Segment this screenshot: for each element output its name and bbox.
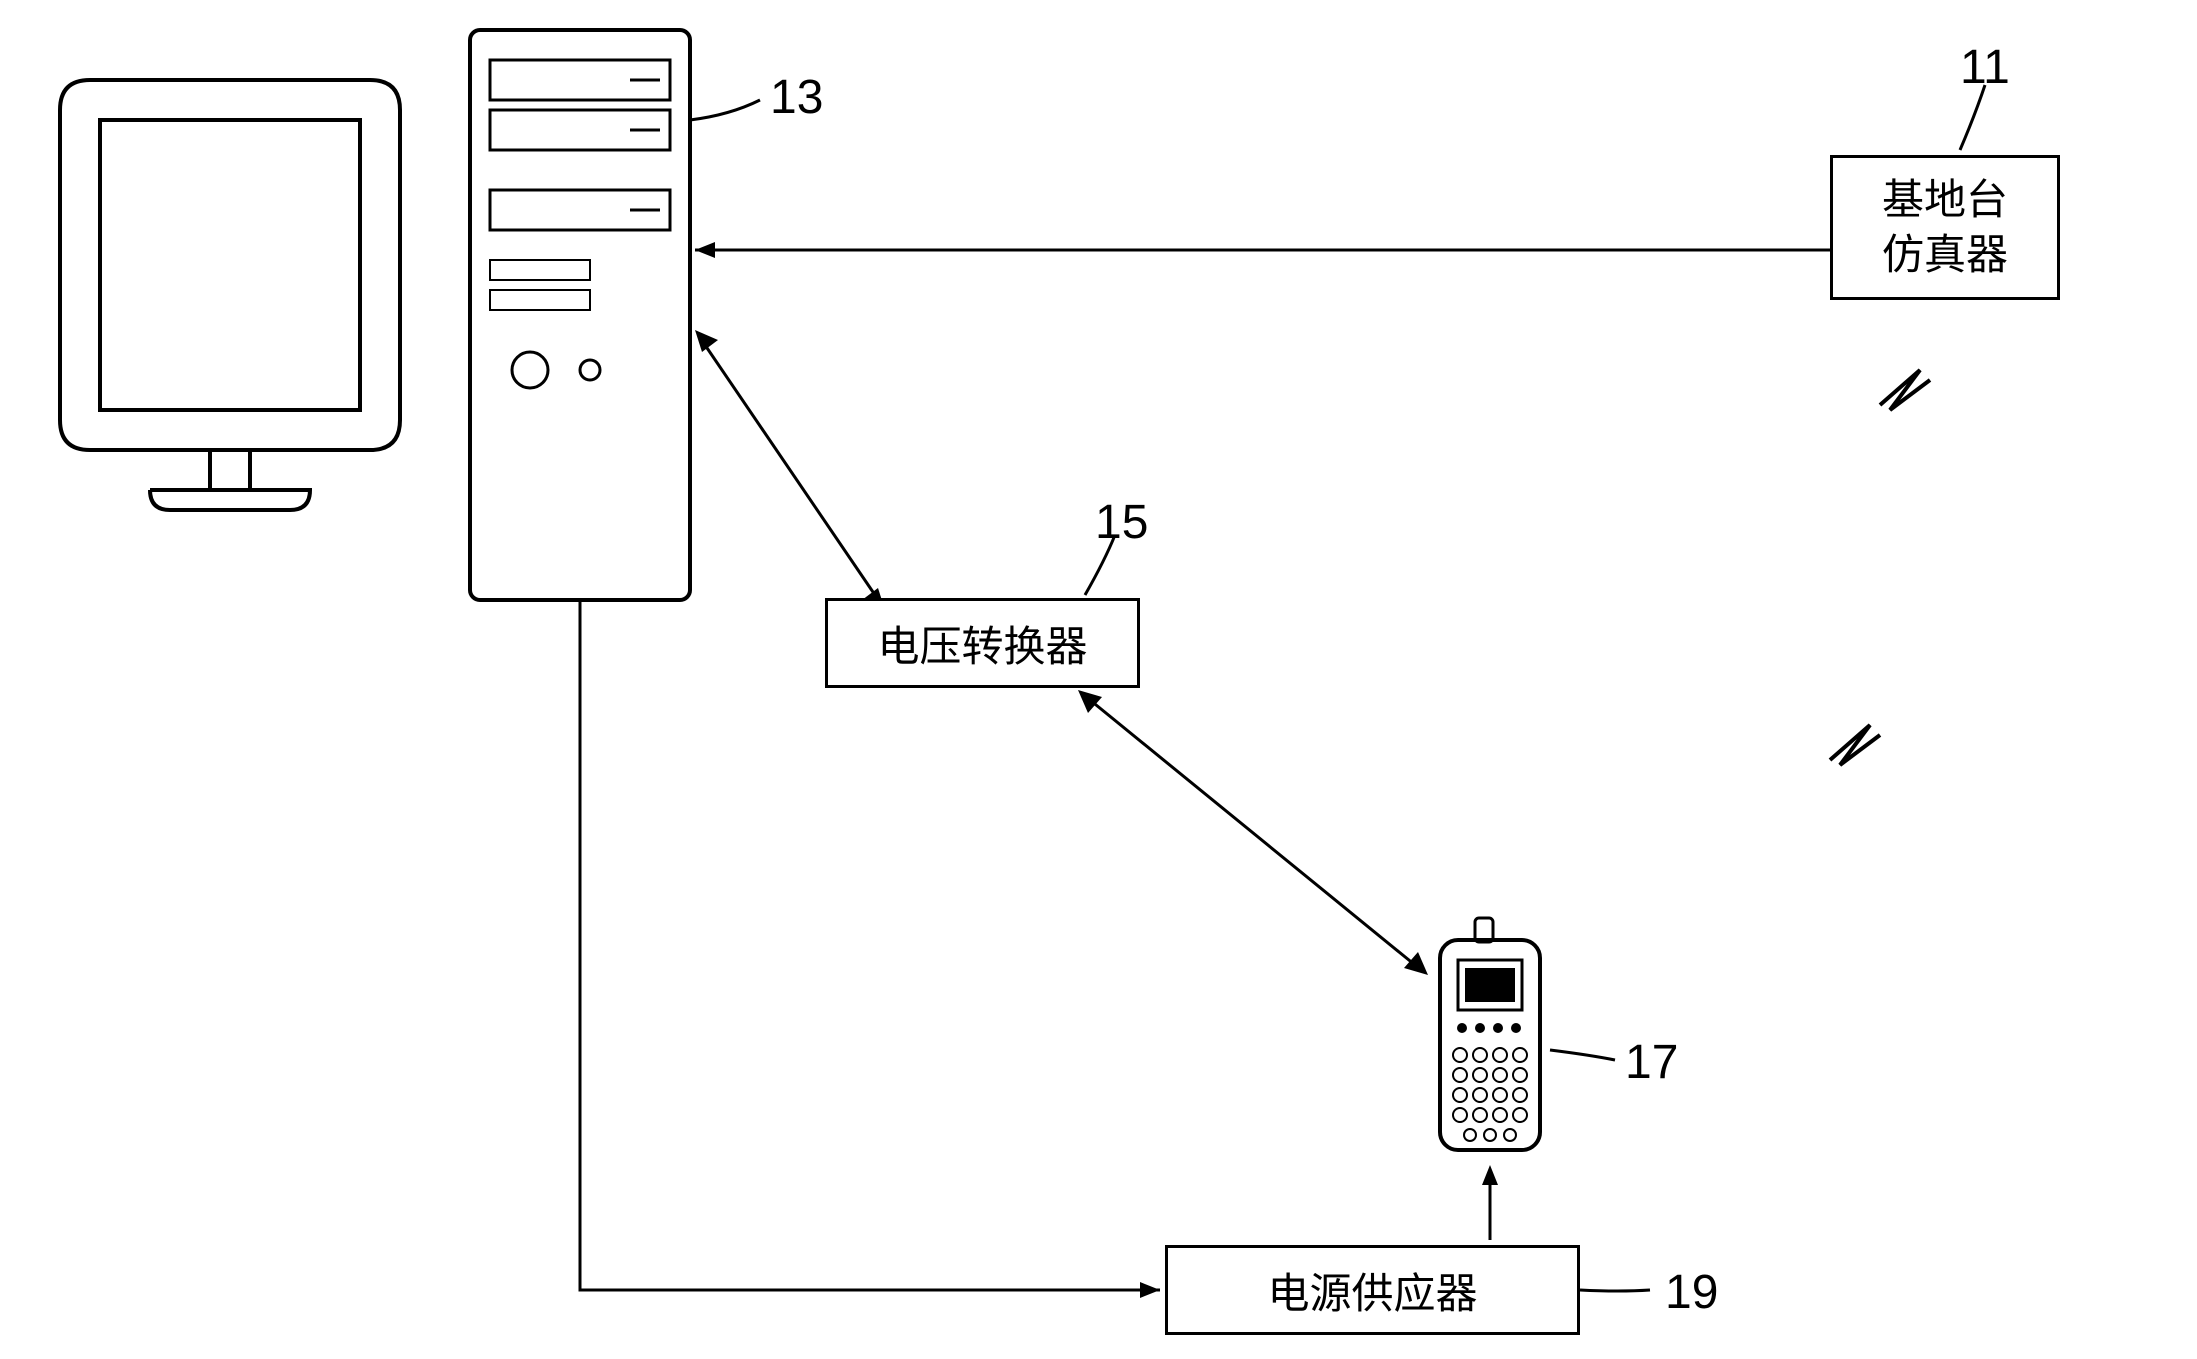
voltage-converter-label: 电压转换器	[877, 613, 1087, 674]
base-station-simulator-box: 基地台 仿真器	[1830, 155, 2060, 300]
power-supply-label: 电源供应器	[1267, 1260, 1477, 1321]
ref-phone: 17	[1625, 1035, 1678, 1090]
ref-power-supply: 19	[1665, 1265, 1718, 1320]
phone-icon	[1440, 918, 1540, 1150]
ref-computer: 13	[770, 70, 823, 125]
base-station-label: 基地台 仿真器	[1882, 173, 2008, 282]
monitor-icon	[60, 80, 400, 510]
power-supply-box: 电源供应器	[1165, 1245, 1580, 1335]
ref-base-station: 11	[1960, 40, 2010, 95]
ref-voltage-converter: 15	[1095, 495, 1148, 550]
computer-tower-icon	[470, 30, 690, 600]
voltage-converter-box: 电压转换器	[825, 598, 1140, 688]
